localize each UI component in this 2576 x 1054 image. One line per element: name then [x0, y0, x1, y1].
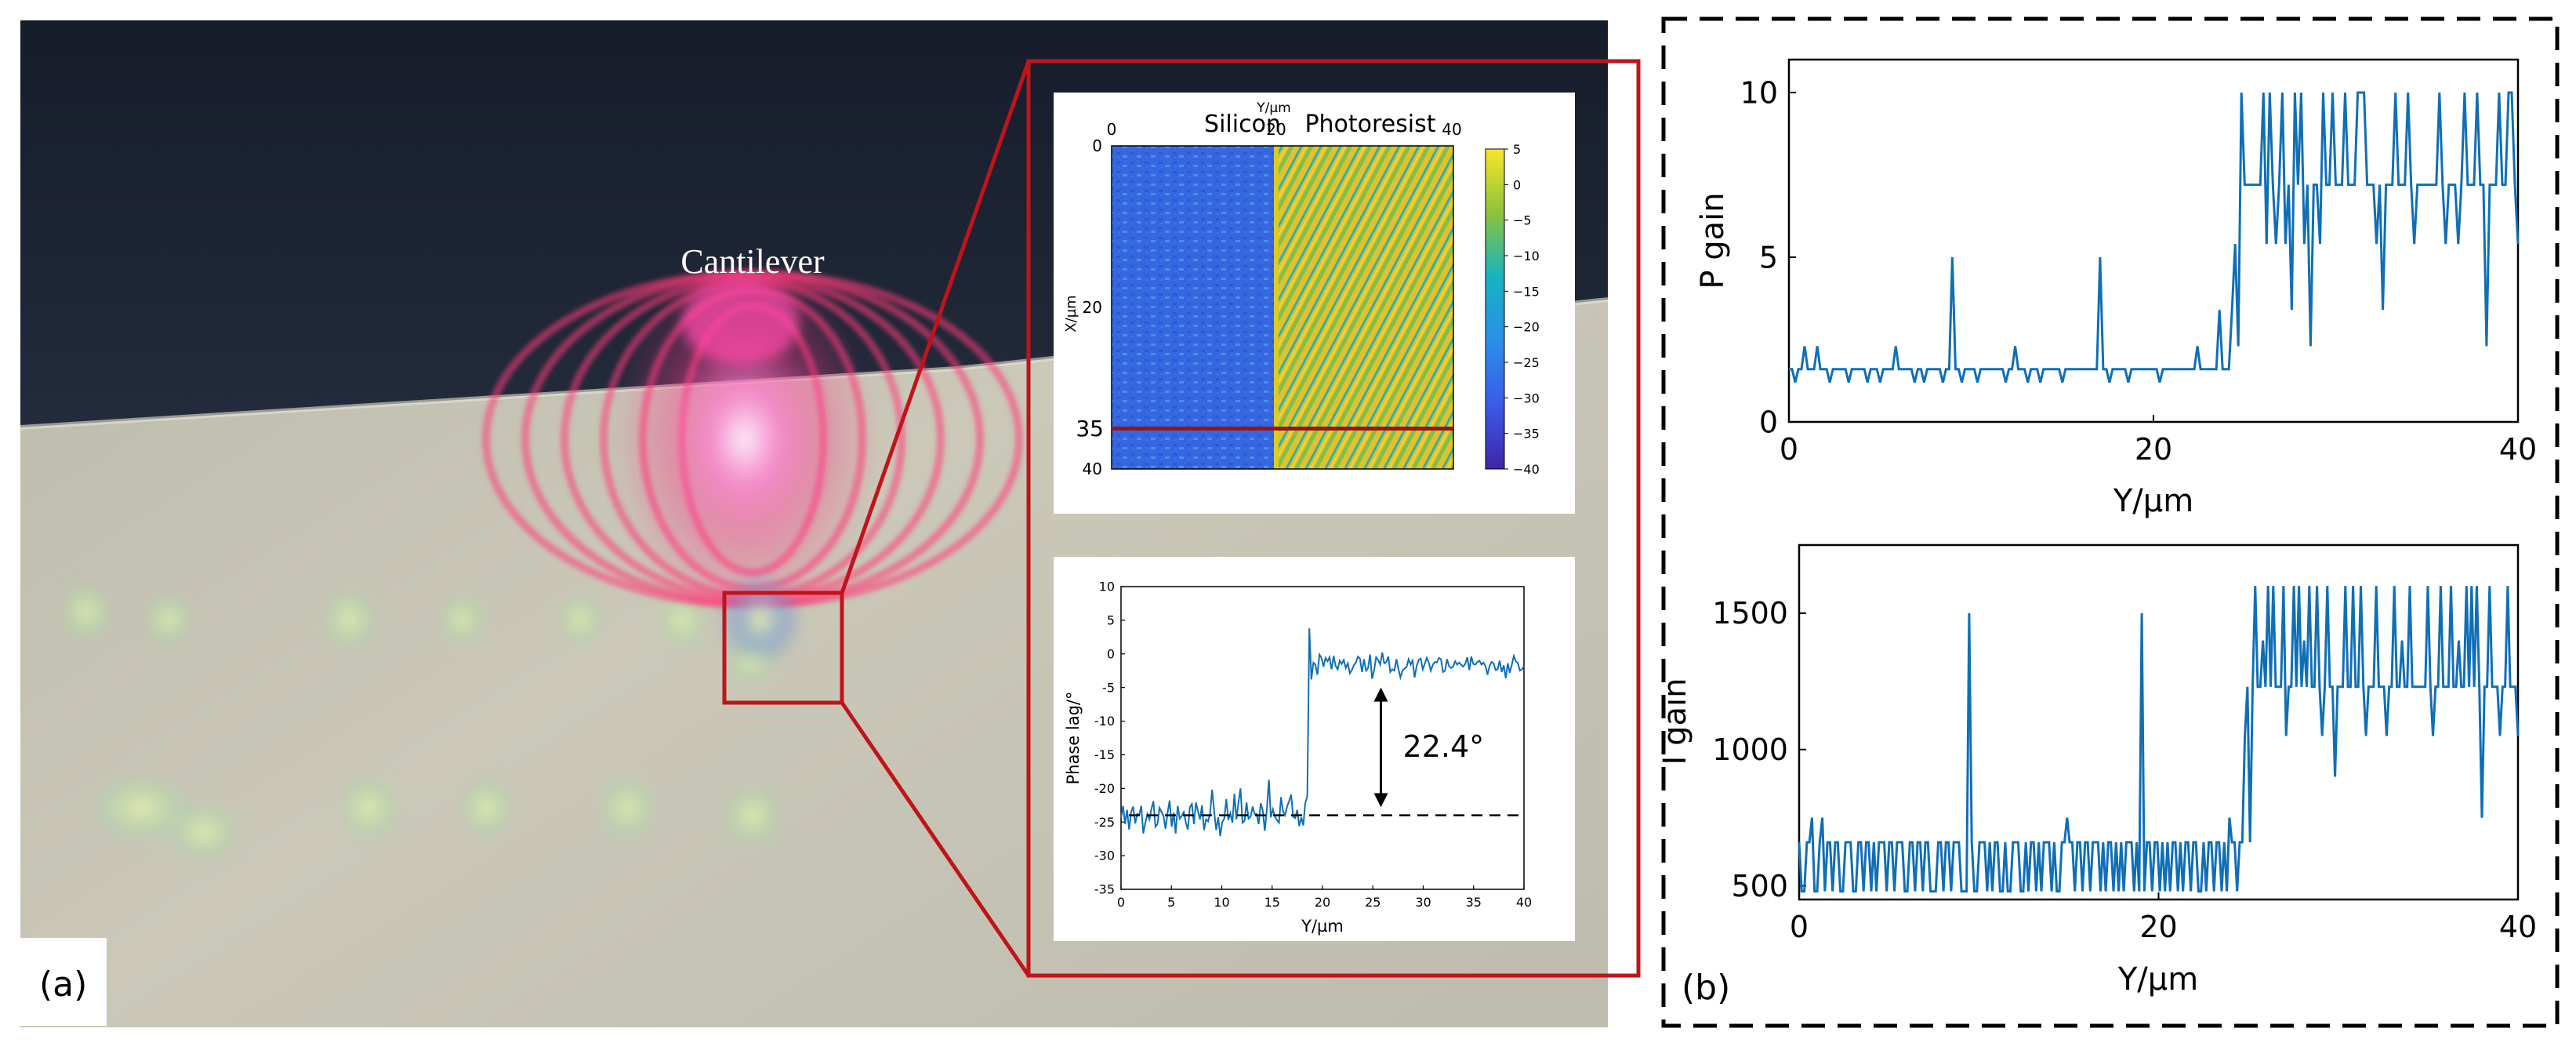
phase-xlabel: Y/µm — [1301, 917, 1344, 936]
xtick-label: 40 — [2499, 910, 2537, 944]
phase-series-line — [1120, 628, 1525, 837]
heatmap-ytick-40: 40 — [1083, 460, 1102, 478]
heatmap-xtick-40: 40 — [1442, 120, 1461, 139]
colorbar — [1485, 148, 1505, 470]
heatmap-photoresist — [1279, 146, 1453, 469]
pgain-ylabel: P gain — [1695, 192, 1731, 289]
ytick-label: 0 — [1759, 405, 1778, 439]
heatmap-silicon — [1112, 146, 1274, 469]
ytick-label: -10 — [1094, 714, 1115, 729]
heatmap-xtick-0: 0 — [1107, 120, 1117, 139]
colorbar-tick-label: −15 — [1513, 284, 1540, 299]
xtick-label: 40 — [1516, 895, 1532, 910]
igain-xlabel: Y/µm — [2117, 961, 2198, 998]
colorbar-ticks: 5 0 −5 −10 −15 −20 −25 −30 −35 −40 — [1504, 142, 1540, 477]
panel-b-dashed-frame — [1661, 16, 2560, 1028]
zoom-line-bottom — [840, 701, 1031, 977]
colorbar-tick-label: −30 — [1513, 391, 1540, 405]
ytick-label: -25 — [1094, 815, 1115, 830]
heatmap-label-silicon: Silicon — [1204, 111, 1281, 138]
ytick-label: -15 — [1094, 747, 1115, 762]
zoom-line-top — [840, 60, 1031, 594]
igain-series-line — [1798, 586, 2520, 893]
pgain-series-line — [1789, 91, 2520, 383]
phase-annotation-arrow — [1373, 687, 1388, 808]
colorbar-tick-label: −10 — [1513, 249, 1540, 264]
xtick-label: 20 — [2139, 910, 2177, 944]
ytick-label: 0 — [1107, 646, 1115, 661]
colorbar-tick-label: −20 — [1513, 320, 1540, 335]
zoom-box — [722, 591, 844, 705]
colorbar-tick-label: −40 — [1513, 462, 1540, 477]
ytick-label: -35 — [1094, 882, 1115, 897]
colorbar-tick-label: −5 — [1513, 213, 1532, 228]
igain-ylabel: I gain — [1657, 678, 1693, 765]
colorbar-tick-label: 0 — [1513, 177, 1521, 192]
inset-phase-chart: 10 5 0 -5 -10 -15 -20 -25 -30 -35 0 5 10 15 20 25 30 35 4… — [1054, 557, 1575, 941]
inset-heatmap: Silicon Photoresist Y/µm 0 20 40 0 20 35… — [1054, 93, 1575, 514]
xtick-label: 30 — [1415, 895, 1431, 910]
phase-annotation: 22.4° — [1403, 729, 1485, 764]
reflection-blobs — [59, 582, 784, 863]
heatmap-ytick-0: 0 — [1092, 136, 1102, 155]
pgain-chart: 0 5 10 0 20 40 Y/µm P gain — [1695, 58, 2537, 519]
heatmap-label-photoresist: Photoresist — [1304, 111, 1435, 138]
pgain-xticks: 0 20 40 — [1780, 415, 2537, 467]
xtick-label: 20 — [2135, 432, 2172, 467]
cantilever-tip — [717, 572, 804, 667]
heatmap-boundary — [1274, 146, 1279, 469]
panel-b-label: (b) — [1682, 968, 1730, 1008]
laser-spot — [611, 259, 878, 620]
ytick-label: 1000 — [1712, 732, 1788, 767]
heatmap-ytick-20: 20 — [1083, 298, 1102, 317]
xtick-label: 0 — [1780, 432, 1798, 467]
ytick-label: -20 — [1094, 781, 1115, 796]
ytick-label: 10 — [1740, 75, 1778, 110]
xtick-label: 0 — [1790, 910, 1809, 944]
colorbar-tick-label: −35 — [1513, 427, 1540, 442]
xtick-label: 0 — [1117, 895, 1125, 910]
colorbar-tick-label: 5 — [1513, 142, 1521, 157]
phase-xticks: 0 5 10 15 20 25 30 35 40 — [1117, 885, 1532, 910]
igain-axes-frame — [1798, 543, 2520, 901]
heatmap-xtick-20: 20 — [1266, 120, 1286, 139]
zoom-frame — [1026, 59, 1641, 978]
pgain-yticks: 0 5 10 — [1740, 75, 1796, 439]
heatmap-top-axis-label: Y/µm — [1256, 100, 1291, 116]
cantilever-label: Cantilever — [680, 242, 825, 281]
ytick-label: 5 — [1759, 240, 1778, 274]
xtick-label: 25 — [1365, 895, 1381, 910]
panel-a-label-bg — [20, 938, 107, 1026]
xtick-label: 15 — [1264, 895, 1280, 910]
xtick-label: 5 — [1167, 895, 1175, 910]
ytick-label: -5 — [1102, 680, 1115, 695]
pgain-xlabel: Y/µm — [2113, 483, 2193, 519]
phase-ylabel: Phase lag/° — [1064, 692, 1083, 785]
heatmap-ytick-35: 35 — [1076, 416, 1104, 442]
xtick-label: 20 — [1315, 895, 1330, 910]
phase-yticks: 10 5 0 -5 -10 -15 -20 -25 -30 -35 — [1094, 580, 1125, 897]
ytick-label: 5 — [1107, 612, 1115, 627]
xtick-label: 40 — [2499, 432, 2537, 467]
xtick-label: 35 — [1466, 895, 1482, 910]
heatmap-frame — [1111, 145, 1454, 470]
igain-xticks: 0 20 40 — [1790, 892, 2537, 944]
panel-a-label: (a) — [39, 965, 87, 1005]
ytick-label: -30 — [1094, 849, 1115, 863]
xtick-label: 10 — [1214, 895, 1229, 910]
ytick-label: 10 — [1099, 580, 1115, 594]
heatmap-left-axis-label: X/µm — [1063, 295, 1079, 332]
cantilever-head — [682, 278, 800, 365]
igain-yticks: 500 1000 1500 — [1712, 596, 1806, 903]
colorbar-tick-label: −25 — [1513, 355, 1540, 370]
inset-phase-bg — [1054, 557, 1575, 941]
igain-chart: 500 1000 1500 0 20 40 Y/µm I gain — [1657, 543, 2537, 998]
ytick-label: 1500 — [1712, 596, 1788, 631]
ytick-label: 500 — [1731, 869, 1788, 903]
